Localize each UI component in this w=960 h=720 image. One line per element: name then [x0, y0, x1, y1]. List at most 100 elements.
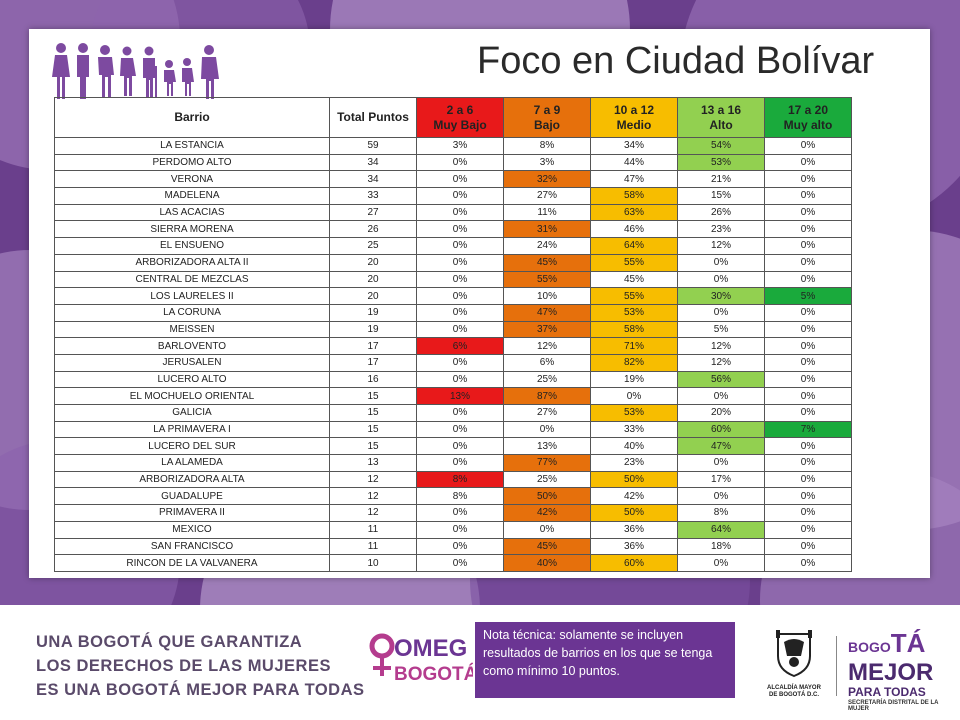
percent-cell: 18%: [677, 537, 765, 556]
percent-cell: 0%: [416, 303, 504, 322]
table-row: MEXICO 11 0% 0% 36% 64% 0%: [54, 520, 852, 539]
total-cell: 13: [329, 454, 417, 472]
total-cell: 15: [329, 437, 417, 456]
percent-cell: 0%: [764, 187, 852, 205]
percent-cell: 0%: [677, 303, 765, 322]
barrio-cell: GUADALUPE: [54, 487, 330, 506]
percent-cell: 0%: [764, 537, 852, 556]
percent-cell: 36%: [590, 537, 678, 556]
percent-cell: 21%: [677, 170, 765, 189]
table-row: JERUSALEN 17 0% 6% 82% 12% 0%: [54, 353, 852, 372]
percent-cell: 0%: [503, 420, 591, 439]
percent-cell: 0%: [764, 220, 852, 239]
percent-cell: 55%: [590, 253, 678, 272]
percent-cell: 0%: [677, 487, 765, 506]
total-cell: 11: [329, 537, 417, 556]
percent-cell: 11%: [503, 203, 591, 222]
barrio-cell: LA ESTANCIA: [54, 137, 330, 155]
percent-cell: 0%: [764, 387, 852, 405]
percent-cell: 15%: [677, 187, 765, 205]
percent-cell: 17%: [677, 470, 765, 489]
percent-cell: 0%: [764, 487, 852, 506]
barrio-cell: PRIMAVERA II: [54, 504, 330, 522]
percent-cell: 8%: [677, 504, 765, 522]
total-cell: 33: [329, 187, 417, 205]
percent-cell: 23%: [677, 220, 765, 239]
table-row: LUCERO DEL SUR 15 0% 13% 40% 47% 0%: [54, 437, 852, 456]
barrio-cell: ARBORIZADORA ALTA: [54, 470, 330, 489]
percent-cell: 0%: [677, 270, 765, 289]
table-row: SIERRA MORENA 26 0% 31% 46% 23% 0%: [54, 220, 852, 239]
percent-cell: 5%: [764, 287, 852, 305]
percent-cell: 45%: [503, 253, 591, 272]
total-cell: 26: [329, 220, 417, 239]
page-title: Foco en Ciudad Bolívar: [477, 40, 875, 82]
percent-cell: 3%: [503, 153, 591, 172]
percent-cell: 53%: [590, 303, 678, 322]
barrio-cell: VERONA: [54, 170, 330, 189]
percent-cell: 32%: [503, 170, 591, 189]
total-cell: 27: [329, 203, 417, 222]
percent-cell: 0%: [416, 353, 504, 372]
bogota-small-text: BOGO: [848, 639, 891, 655]
total-cell: 16: [329, 370, 417, 389]
mejor-text: MEJOR: [848, 659, 934, 686]
percent-cell: 0%: [764, 504, 852, 522]
omeg-logo: OMEG BOGOTÁ: [368, 628, 478, 688]
percent-cell: 0%: [416, 554, 504, 572]
percent-cell: 0%: [764, 153, 852, 172]
table-row: PRIMAVERA II 12 0% 42% 50% 8% 0%: [54, 504, 852, 522]
total-cell: 15: [329, 404, 417, 422]
percent-cell: 0%: [416, 520, 504, 539]
bogota-ta-text: TÁ: [890, 628, 926, 658]
percent-cell: 3%: [416, 137, 504, 155]
percent-cell: 31%: [503, 220, 591, 239]
percent-cell: 47%: [590, 170, 678, 189]
table-row: LUCERO ALTO 16 0% 25% 19% 56% 0%: [54, 370, 852, 389]
barrio-cell: MEISSEN: [54, 320, 330, 339]
percent-cell: 0%: [416, 504, 504, 522]
barrio-cell: RINCON DE LA VALVANERA: [54, 554, 330, 572]
percent-cell: 0%: [503, 520, 591, 539]
percent-cell: 26%: [677, 203, 765, 222]
barrio-cell: ARBORIZADORA ALTA II: [54, 253, 330, 272]
total-cell: 19: [329, 320, 417, 339]
percent-cell: 0%: [416, 187, 504, 205]
barrio-cell: GALICIA: [54, 404, 330, 422]
percent-cell: 63%: [590, 203, 678, 222]
total-cell: 20: [329, 270, 417, 289]
percent-cell: 19%: [590, 370, 678, 389]
barrio-cell: MEXICO: [54, 520, 330, 539]
percent-cell: 8%: [416, 487, 504, 506]
percent-cell: 0%: [416, 454, 504, 472]
percent-cell: 42%: [590, 487, 678, 506]
percent-cell: 0%: [764, 520, 852, 539]
percent-cell: 0%: [764, 554, 852, 572]
percent-cell: 0%: [764, 303, 852, 322]
header-medio: 10 a 12 Medio: [590, 97, 678, 138]
percent-cell: 0%: [677, 387, 765, 405]
barrio-cell: LUCERO DEL SUR: [54, 437, 330, 456]
table-row: ARBORIZADORA ALTA 12 8% 25% 50% 17% 0%: [54, 470, 852, 489]
percent-cell: 7%: [764, 420, 852, 439]
percent-cell: 12%: [677, 237, 765, 255]
table-row: RINCON DE LA VALVANERA 10 0% 40% 60% 0% 0%: [54, 554, 852, 572]
percent-cell: 50%: [590, 504, 678, 522]
total-cell: 20: [329, 287, 417, 305]
header-muy-bajo: 2 a 6 Muy Bajo: [416, 97, 504, 138]
percent-cell: 0%: [764, 237, 852, 255]
barrio-cell: EL ENSUENO: [54, 237, 330, 255]
table-row: LA ESTANCIA 59 3% 8% 34% 54% 0%: [54, 137, 852, 155]
percent-cell: 40%: [590, 437, 678, 456]
total-cell: 34: [329, 170, 417, 189]
percent-cell: 60%: [590, 554, 678, 572]
percent-cell: 0%: [416, 203, 504, 222]
table-row: GUADALUPE 12 8% 50% 42% 0% 0%: [54, 487, 852, 506]
total-cell: 15: [329, 420, 417, 439]
percent-cell: 40%: [503, 554, 591, 572]
percent-cell: 0%: [416, 320, 504, 339]
percent-cell: 56%: [677, 370, 765, 389]
barrio-cell: LA CORUNA: [54, 303, 330, 322]
percent-cell: 12%: [503, 337, 591, 355]
